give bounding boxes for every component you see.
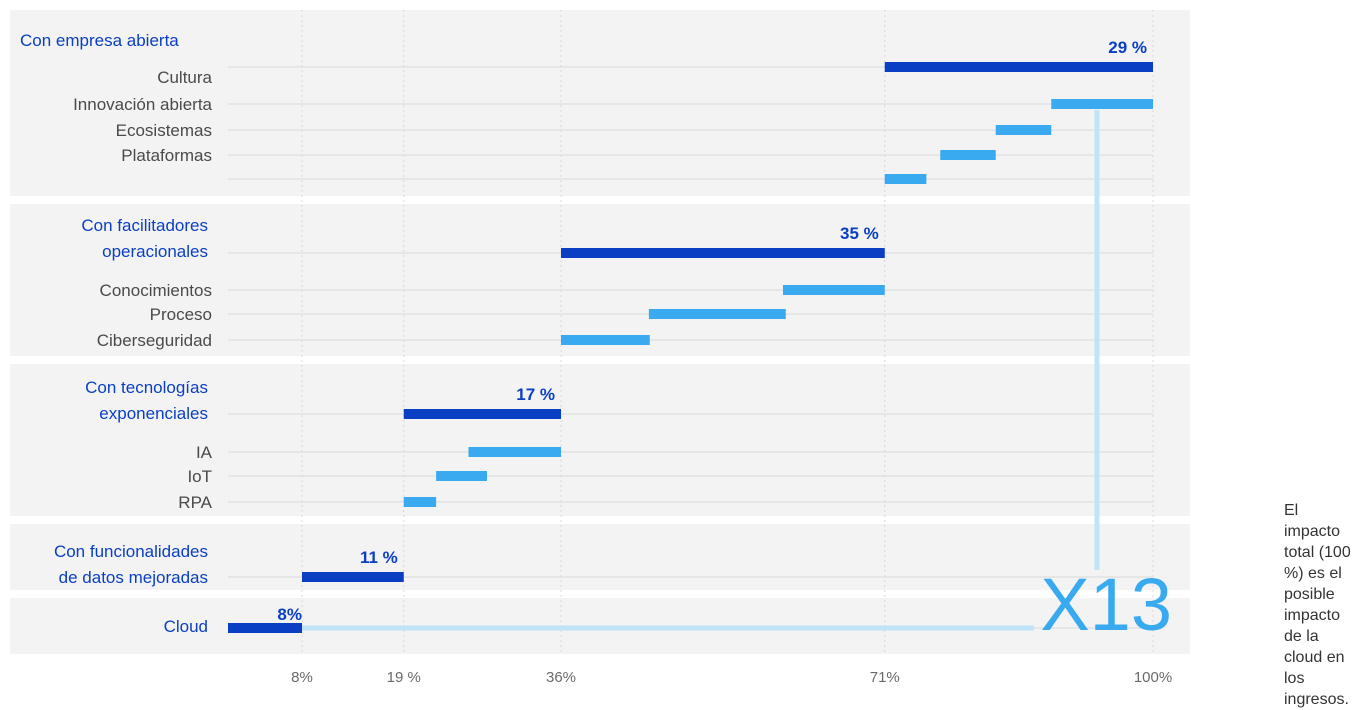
x-tick-label: 71% [870, 669, 900, 686]
item-bar [561, 335, 650, 345]
group-title: Cloud [164, 617, 208, 636]
x-tick-label: 19 % [387, 669, 421, 686]
group-title: operacionales [102, 242, 208, 261]
band-background-1 [10, 204, 1190, 356]
item-label: Plataformas [121, 146, 212, 165]
subtotal-bar [561, 248, 885, 258]
group-title: Con tecnologías [85, 378, 208, 397]
item-label: Ciberseguridad [97, 331, 212, 350]
subtotal-value-label: 11 % [360, 548, 398, 567]
item-label: IA [196, 443, 213, 462]
x13-annotation: X13 [1040, 563, 1172, 646]
item-label: IoT [187, 467, 212, 486]
item-bar [436, 471, 487, 481]
group-title: exponenciales [99, 404, 208, 423]
item-bar [468, 447, 561, 457]
item-label: Ecosistemas [116, 121, 212, 140]
group-title: Con funcionalidades [54, 542, 208, 561]
item-bar [783, 285, 885, 295]
subtotal-bar [403, 409, 561, 419]
item-label: Innovación abierta [73, 95, 212, 114]
item-label: Conocimientos [100, 281, 212, 300]
group-title: de datos mejoradas [59, 568, 208, 587]
group-title: Con empresa abierta [20, 31, 179, 50]
item-label: Proceso [150, 305, 212, 324]
subtotal-bar [228, 623, 302, 633]
waterfall-chart: Con empresa abierta 29 % Cultura Innovación… [10, 10, 1190, 686]
band-background-2 [10, 364, 1190, 516]
subtotal-bar [302, 572, 404, 582]
band-background-0 [10, 10, 1190, 196]
item-bar [1051, 99, 1153, 109]
subtotal-value-label: 29 % [1108, 38, 1147, 57]
subtotal-bar [884, 62, 1153, 72]
group-title: Con facilitadores [81, 216, 208, 235]
item-label: RPA [178, 493, 212, 512]
item-bar [884, 174, 927, 184]
x-tick-label: 100% [1134, 669, 1172, 686]
item-bar [403, 497, 437, 507]
item-bar [995, 125, 1052, 135]
x-tick-label: 36% [546, 669, 576, 686]
item-label: Cultura [157, 68, 212, 87]
band-background-3 [10, 524, 1190, 590]
x-tick-label: 8% [291, 669, 313, 686]
subtotal-value-label: 35 % [840, 224, 879, 243]
item-bar [648, 309, 786, 319]
impact-note: El impacto total (100 %) es el posible i… [1284, 502, 1351, 708]
item-bar [940, 150, 996, 160]
subtotal-value-label: 8% [277, 605, 302, 624]
subtotal-value-label: 17 % [516, 385, 555, 404]
